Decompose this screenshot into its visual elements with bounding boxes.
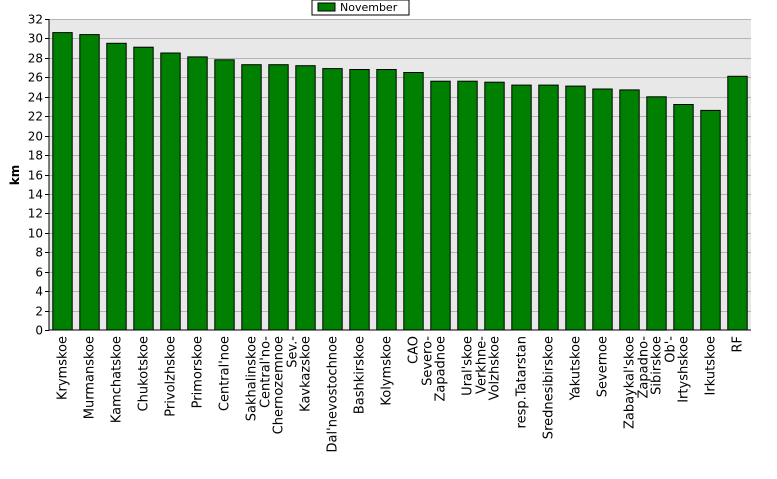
legend-label: November (340, 1, 398, 14)
x-tick-label: Dal'nevostochnoe (326, 336, 341, 452)
x-tick-label: resp.Tatarstan (515, 336, 530, 428)
y-tick-label: 22 (28, 110, 43, 124)
legend: November (311, 0, 410, 16)
y-tick-label: 28 (28, 52, 43, 66)
y-tick-label: 14 (28, 188, 43, 202)
x-tick-label: RF (731, 336, 746, 353)
bar (592, 88, 613, 331)
bar (727, 75, 748, 331)
y-tick-label: 30 (28, 32, 43, 46)
y-tick-label: 6 (35, 266, 43, 280)
x-tick-label: Ural'skoe (461, 336, 476, 396)
bar (646, 96, 667, 331)
x-tick-label: Srednesibirskoe (542, 336, 557, 439)
y-tick-label: 8 (35, 246, 43, 260)
x-tick-label: Krymskoe (56, 336, 71, 400)
x-axis-labels: Krymskoe Murmanskoe Kamchatskoe Chukotskoe P… (56, 336, 746, 453)
bar (187, 56, 208, 331)
plot-area (49, 19, 751, 330)
x-tick-label: Chukotskoe (137, 336, 152, 411)
x-tick-label: Murmanskoe (83, 336, 98, 419)
bar (511, 84, 532, 331)
y-tick-label: 10 (28, 227, 43, 241)
bar (673, 104, 694, 331)
bar (619, 89, 640, 331)
y-tick-label: 18 (28, 149, 43, 163)
bar (430, 80, 451, 331)
y-tick-label: 32 (28, 13, 43, 27)
bar (241, 64, 262, 331)
bar (700, 109, 721, 331)
bar (403, 72, 424, 331)
legend-swatch (317, 2, 336, 12)
y-tick-label: 16 (28, 169, 43, 183)
x-tick-label: Primorskoe (191, 336, 206, 408)
y-tick-label: 24 (28, 91, 43, 105)
x-tick-label: Central'no-Chernozemnoe (259, 336, 287, 435)
bar (457, 80, 478, 331)
x-tick-label: Sev.-Kavkazskoe (286, 336, 314, 412)
bar (52, 32, 73, 331)
x-tick-label: CAO (407, 336, 422, 364)
y-tick-label: 4 (35, 285, 43, 299)
bars (52, 32, 748, 331)
y-tick-label: 2 (35, 305, 43, 319)
x-tick-label: Privolzhskoe (164, 336, 179, 417)
x-tick-label: Verkhne-Volzhskoe (475, 336, 503, 401)
y-tick-label: 0 (35, 324, 43, 338)
x-tick-label: Kamchatskoe (110, 336, 125, 423)
x-tick-label: Central'noe (218, 336, 233, 411)
x-tick-label: Severo-Zapadnoe (421, 336, 449, 402)
bar (79, 34, 100, 331)
bar (133, 46, 154, 331)
bar (160, 52, 181, 331)
bar (214, 59, 235, 331)
y-axis-label: km (8, 165, 22, 185)
x-tick-label: Kolymskoe (380, 336, 395, 406)
x-tick-label: Ob'-Irtyshskoe (664, 336, 692, 403)
x-tick-label: Bashkirskoe (353, 336, 368, 414)
y-tick-label: 20 (28, 130, 43, 144)
x-tick-label: Zapadno-Sibirskoe (637, 336, 665, 399)
bar (322, 68, 343, 331)
bar (484, 81, 505, 331)
bar (376, 69, 397, 331)
bar (565, 85, 586, 331)
bar (295, 65, 316, 331)
bar (349, 69, 370, 331)
x-tick-label: Yakutskoe (569, 336, 584, 401)
bar (268, 64, 289, 331)
y-tick-label: 12 (28, 207, 43, 221)
x-tick-label: Sakhalinskoe (245, 336, 260, 421)
bar (538, 84, 559, 331)
legend-box (311, 0, 410, 16)
bar (106, 42, 127, 331)
x-tick-label: Zabaykal'skoe (623, 336, 638, 429)
x-tick-label: Severnoe (596, 336, 611, 397)
x-tick-label: Irkutskoe (704, 336, 719, 395)
y-tick-label: 26 (28, 71, 43, 85)
